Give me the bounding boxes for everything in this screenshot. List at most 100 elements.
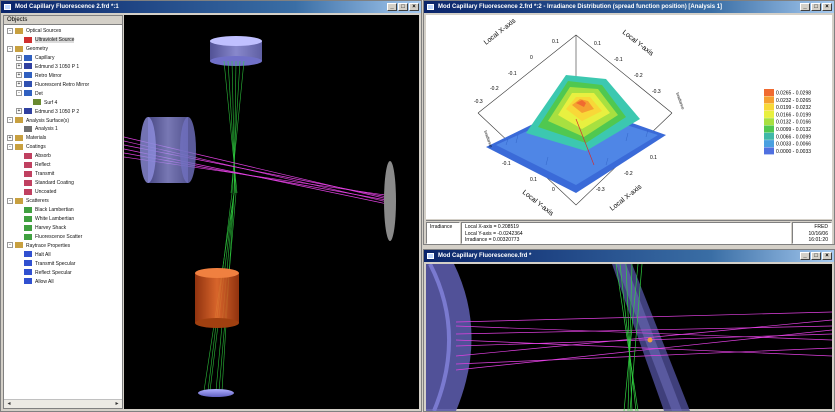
- tree-item[interactable]: - Geometry: [7, 45, 48, 54]
- irradiance-window: Mod Capillary Fluorescence 2.frd *:2 - I…: [423, 0, 835, 245]
- tree-spacer: [16, 225, 22, 231]
- left-window-title-bar[interactable]: Mod Capillary Fluorescence 2.frd *:1 _ □…: [1, 1, 421, 13]
- tree-item[interactable]: - Optical Sources: [7, 27, 61, 36]
- zoom-window-title-bar[interactable]: Mod Capillary Fluorescence.frd * _ □ ×: [424, 250, 834, 262]
- expand-toggle-icon[interactable]: +: [16, 72, 22, 79]
- tree-item[interactable]: - Coatings: [7, 143, 46, 152]
- tree-item-label: Scatterers: [26, 198, 49, 205]
- collapse-toggle-icon[interactable]: -: [7, 27, 13, 34]
- status-label: Irradiance: [426, 222, 460, 244]
- expand-toggle-icon[interactable]: +: [16, 81, 22, 88]
- tree-item[interactable]: Fluorescence Scatter: [16, 233, 82, 242]
- tree-item[interactable]: - Analysis Surface(s): [7, 117, 69, 126]
- tree-item[interactable]: Reflect Specular: [16, 269, 72, 278]
- geometry-icon: [24, 72, 32, 79]
- tree-spacer: [16, 37, 22, 43]
- irradiance-status-bar: Irradiance Local X-axis = 0.208519 Local…: [426, 220, 832, 244]
- left-lens: [140, 117, 196, 183]
- tree-spacer: [16, 126, 22, 132]
- tree-item[interactable]: Uncoated: [16, 188, 56, 197]
- tree-spacer: [16, 234, 22, 240]
- top-mirror-disc: [210, 36, 262, 66]
- tree-item[interactable]: + Capillary: [16, 54, 54, 63]
- close-button[interactable]: ×: [409, 3, 419, 11]
- scroll-right-arrow-icon[interactable]: ▸: [115, 401, 119, 407]
- scroll-left-arrow-icon[interactable]: ◂: [7, 401, 11, 407]
- legend-swatch: [764, 118, 774, 126]
- tick-label: 0: [530, 55, 533, 61]
- collapse-toggle-icon[interactable]: -: [7, 197, 13, 204]
- object-tree-panel: Objects - Optical Sources Ultraviolet Sour…: [3, 15, 123, 409]
- collapse-toggle-icon[interactable]: -: [7, 242, 13, 249]
- tick-label: 0.1: [530, 177, 537, 183]
- tree-spacer: [16, 207, 22, 213]
- tree-item-label: Fluorescence Scatter: [35, 233, 83, 240]
- minimize-button[interactable]: _: [800, 252, 810, 260]
- tree-item-label: Ultraviolet Source: [35, 36, 75, 43]
- status-app-info: FRED 10/16/06 16:01:20: [792, 222, 832, 244]
- collapse-toggle-icon[interactable]: -: [7, 144, 13, 151]
- tick-label: -0.2: [624, 171, 633, 177]
- 3d-raytrace-viewport[interactable]: [123, 15, 419, 409]
- expand-toggle-icon[interactable]: +: [7, 135, 13, 142]
- source-icon: [24, 36, 32, 43]
- tree-item-label: Det: [35, 90, 43, 97]
- tree-item-label: Absorb: [35, 153, 51, 160]
- irradiance-window-title: Mod Capillary Fluorescence 2.frd *:2 - I…: [438, 4, 723, 10]
- tree-item[interactable]: + Retro Mirror: [16, 72, 62, 81]
- tree-item[interactable]: + Edmund 3 1050 P 1: [16, 63, 79, 72]
- maximize-button[interactable]: □: [811, 3, 821, 11]
- maximize-button[interactable]: □: [811, 252, 821, 260]
- scatter-icon: [24, 233, 32, 240]
- collapse-toggle-icon[interactable]: -: [7, 117, 13, 124]
- tree-item[interactable]: Transmit: [16, 170, 54, 179]
- collapse-toggle-icon[interactable]: -: [7, 45, 13, 52]
- tree-item[interactable]: Ultraviolet Source: [16, 36, 75, 45]
- zoomed-3d-viewport[interactable]: [426, 263, 833, 411]
- irradiance-plot-view[interactable]: Local X-axis Local Y-axis Local Y-axis L…: [426, 15, 832, 219]
- tree-item[interactable]: White Lambertian: [16, 215, 74, 224]
- tree-item[interactable]: - Scatterers: [7, 197, 49, 206]
- tree-item[interactable]: Analysis 1: [16, 125, 58, 134]
- close-button[interactable]: ×: [822, 252, 832, 260]
- raytrace-scene: [123, 36, 396, 397]
- legend-swatch: [764, 132, 774, 140]
- close-button[interactable]: ×: [822, 3, 832, 11]
- tree-item[interactable]: Reflect: [16, 161, 51, 170]
- tick-label: -0.3: [652, 89, 661, 95]
- maximize-button[interactable]: □: [398, 3, 408, 11]
- minimize-button[interactable]: _: [387, 3, 397, 11]
- tree-item[interactable]: + Fluorescent Retro Mirror: [16, 81, 89, 90]
- tree-item[interactable]: Allow All: [16, 278, 54, 287]
- tree-item[interactable]: - Det: [16, 90, 43, 99]
- tree-item[interactable]: Halt All: [16, 251, 51, 260]
- bottom-disc: [198, 389, 234, 397]
- tree-item[interactable]: Black Lambertian: [16, 206, 74, 215]
- main-3d-view-window: Mod Capillary Fluorescence 2.frd *:1 _ □…: [0, 0, 422, 412]
- tree-item[interactable]: Transmit Specular: [16, 260, 75, 269]
- tree-spacer: [16, 269, 22, 275]
- tree-item[interactable]: Absorb: [16, 152, 51, 161]
- minimize-button[interactable]: _: [800, 3, 810, 11]
- expand-toggle-icon[interactable]: +: [16, 63, 22, 70]
- tree-spacer: [16, 216, 22, 222]
- folder-icon: [15, 45, 23, 52]
- raytrace-icon: [24, 269, 32, 276]
- zoomed-scene: [426, 263, 833, 411]
- tick-label: 0.1: [594, 41, 601, 47]
- status-date: 10/16/06: [808, 230, 828, 237]
- tree-item[interactable]: + Edmund 3 1050 P 2: [16, 108, 79, 117]
- tree-item[interactable]: - Raytrace Properties: [7, 242, 70, 251]
- tree-horizontal-scrollbar[interactable]: ◂ ▸: [4, 399, 122, 408]
- collapse-toggle-icon[interactable]: -: [16, 90, 22, 97]
- expand-toggle-icon[interactable]: +: [16, 108, 22, 115]
- tree-item[interactable]: Surf 4: [25, 99, 57, 108]
- irradiance-window-title-bar[interactable]: Mod Capillary Fluorescence 2.frd *:2 - I…: [424, 1, 834, 13]
- tree-item[interactable]: Harvey Shack: [16, 224, 66, 233]
- legend-swatch: [764, 103, 774, 111]
- coating-icon: [24, 152, 32, 159]
- legend-swatch: [764, 110, 774, 118]
- tree-item[interactable]: + Materials: [7, 134, 46, 143]
- expand-toggle-icon[interactable]: +: [16, 54, 22, 61]
- tree-item[interactable]: Standard Coating: [16, 179, 74, 188]
